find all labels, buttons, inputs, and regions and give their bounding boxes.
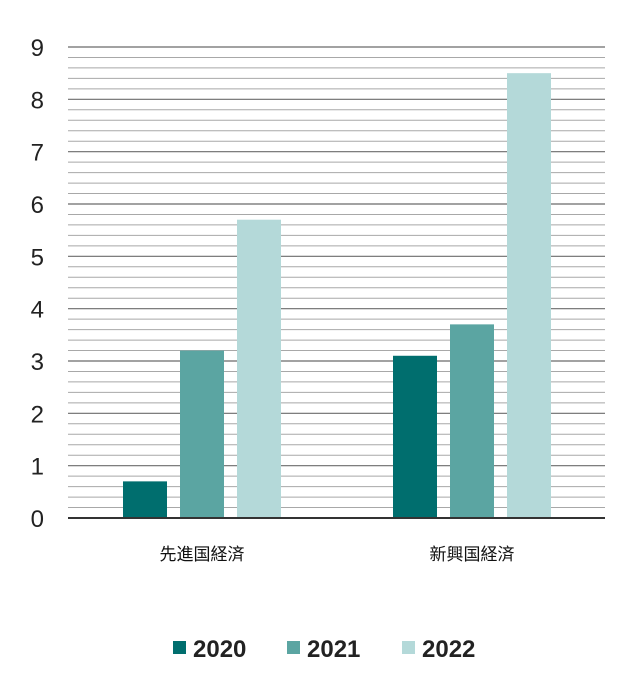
legend-swatch-2022 [402, 641, 415, 654]
x-axis: 先進国経済 新興国経済 [160, 545, 515, 565]
bar-2021-emerging [450, 324, 494, 518]
bar-2022-emerging [507, 73, 551, 519]
legend: 2020 2021 2022 [173, 636, 475, 663]
y-tick-label: 7 [31, 140, 44, 167]
x-tick-label: 先進国経済 [160, 545, 245, 565]
legend-swatch-2021 [287, 641, 300, 654]
legend-label-2021: 2021 [307, 636, 360, 663]
y-tick-label: 1 [31, 454, 44, 481]
bar-2022-advanced [237, 219, 281, 518]
y-tick-label: 6 [31, 192, 44, 219]
y-axis: 0 1 2 3 4 5 6 7 8 9 [31, 35, 44, 533]
y-tick-label: 8 [31, 87, 44, 114]
y-tick-label: 0 [31, 506, 44, 533]
bars [123, 73, 551, 519]
bar-2020-advanced [123, 481, 167, 518]
y-tick-label: 4 [31, 297, 44, 324]
legend-label-2020: 2020 [193, 636, 246, 663]
y-tick-label: 5 [31, 244, 44, 271]
y-tick-label: 3 [31, 349, 44, 376]
x-tick-label: 新興国経済 [430, 545, 515, 565]
y-tick-label: 9 [31, 35, 44, 62]
legend-swatch-2020 [173, 641, 186, 654]
bar-2021-advanced [180, 350, 224, 518]
legend-label-2022: 2022 [422, 636, 475, 663]
bar-2020-emerging [393, 355, 437, 518]
y-tick-label: 2 [31, 401, 44, 428]
